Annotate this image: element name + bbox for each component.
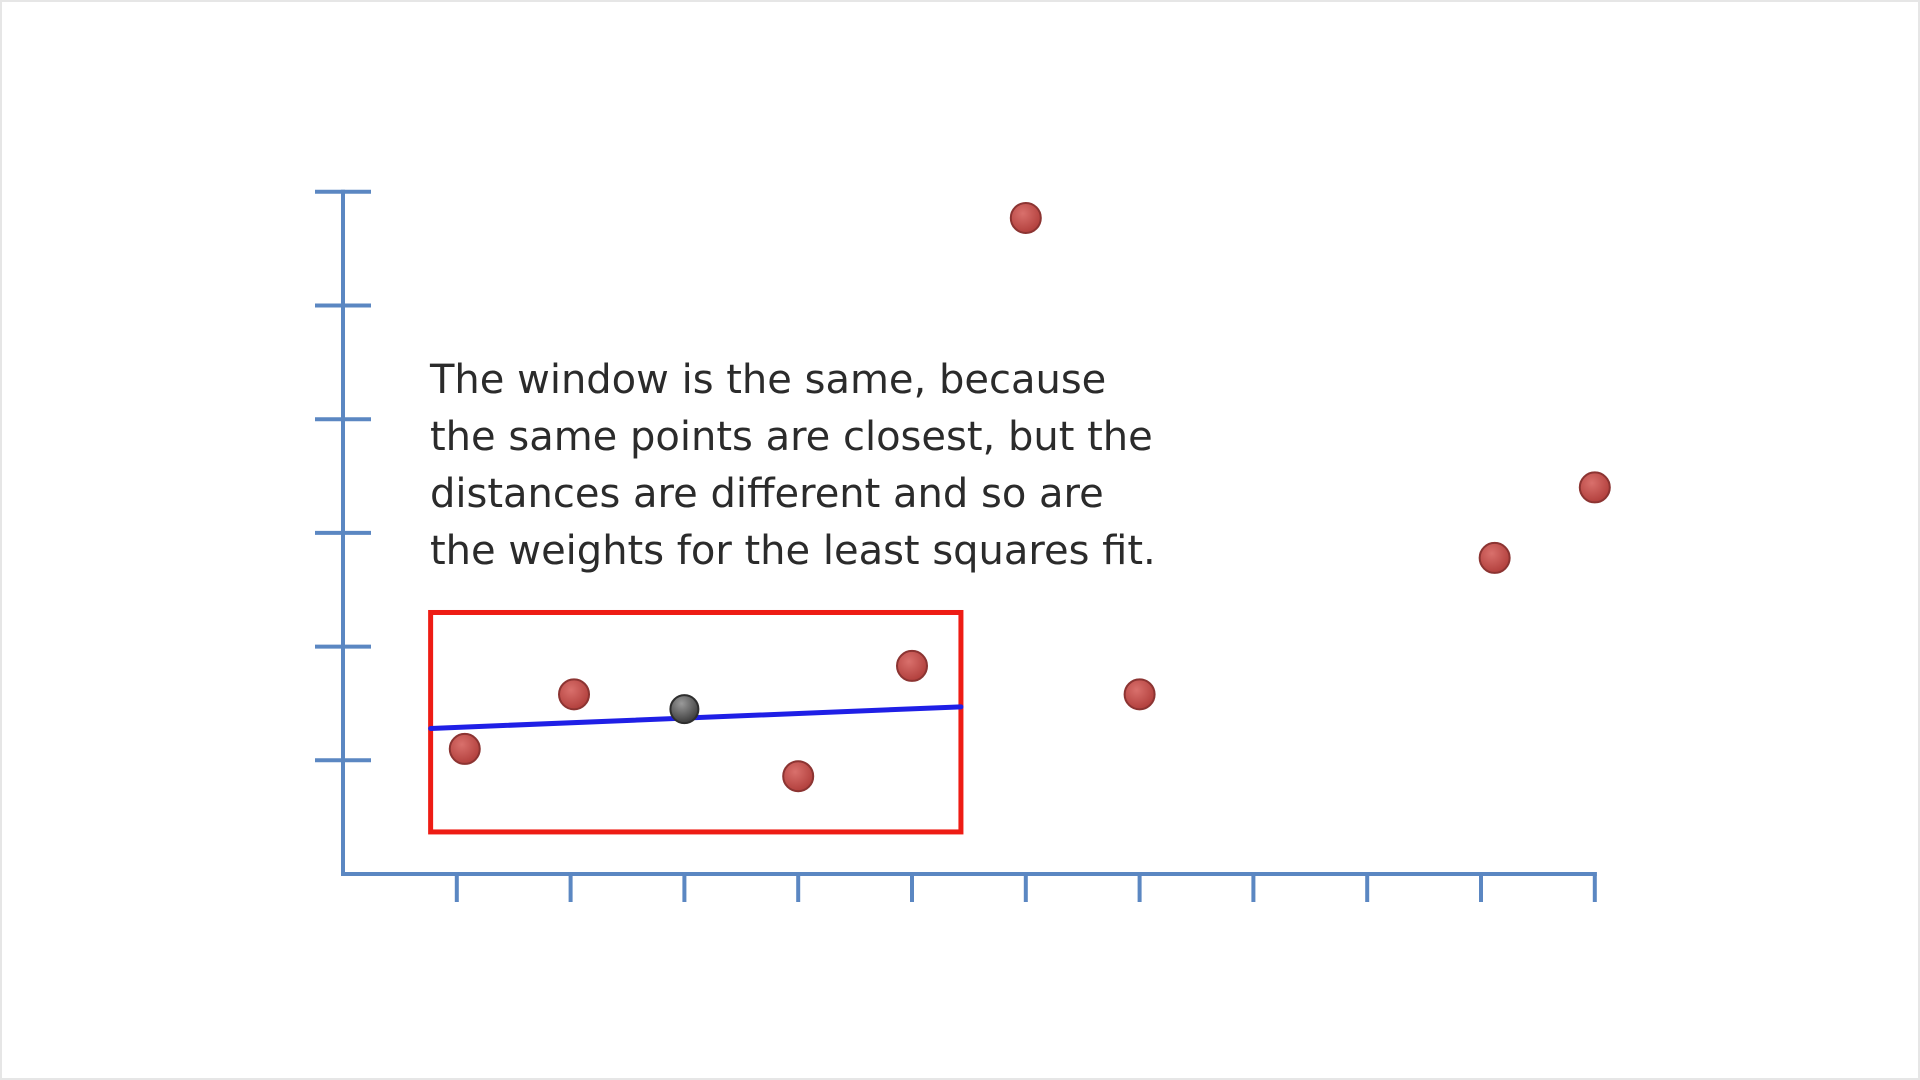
data-point-7 — [1478, 541, 1511, 574]
data-point-1 — [448, 732, 481, 765]
data-point-5 — [1009, 201, 1042, 234]
window-layer — [428, 609, 964, 835]
annotation-line-3: distances are different and so are — [430, 471, 1104, 517]
data-point-6 — [1123, 678, 1156, 711]
annotation-line-2: the same points are closest, but the — [430, 414, 1153, 460]
annotation-line-4: the weights for the least squares fit. — [430, 528, 1156, 574]
data-point-4 — [896, 649, 928, 682]
annotation-line-1: The window is the same, because — [430, 357, 1107, 403]
axes — [315, 189, 1597, 902]
window-rectangle — [428, 609, 964, 835]
data-point-3 — [782, 760, 815, 793]
points-layer — [448, 201, 1611, 793]
data-point-8 — [1578, 471, 1611, 504]
focal-point — [669, 694, 700, 725]
data-point-2 — [558, 678, 591, 711]
annotation-text: The window is the same, because the same… — [430, 352, 1190, 580]
